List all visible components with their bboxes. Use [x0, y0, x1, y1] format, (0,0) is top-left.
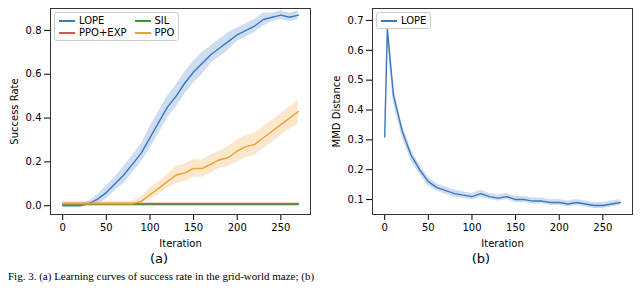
svg-text:100: 100 — [462, 222, 481, 233]
html-text:LOPE: LOPE — [79, 15, 105, 26]
svg-text:250: 250 — [593, 222, 612, 233]
html-text:(a): (a) — [149, 251, 169, 266]
svg-text:0.6: 0.6 — [348, 44, 364, 55]
svg-text:0: 0 — [382, 222, 388, 233]
svg-text:MMD Distance: MMD Distance — [331, 76, 342, 148]
svg-text:0.5: 0.5 — [348, 74, 364, 85]
svg-text:0.6: 0.6 — [26, 68, 42, 79]
svg-text:250: 250 — [271, 222, 290, 233]
svg-text:0.7: 0.7 — [348, 15, 364, 26]
svg-text:50: 50 — [422, 222, 435, 233]
svg-text:200: 200 — [228, 222, 247, 233]
svg-text:0: 0 — [60, 222, 66, 233]
svg-text:200: 200 — [550, 222, 569, 233]
svg-text:Iteration: Iteration — [481, 238, 523, 249]
svg-text:0.0: 0.0 — [26, 200, 42, 211]
html-text:SIL: SIL — [154, 15, 170, 26]
svg-text:100: 100 — [140, 222, 159, 233]
svg-text:50: 50 — [100, 222, 113, 233]
svg-text:0.2: 0.2 — [348, 164, 364, 175]
svg-text:Success Rate: Success Rate — [9, 78, 20, 144]
html-text:PPO+EXP: PPO+EXP — [79, 27, 127, 38]
svg-text:150: 150 — [184, 222, 203, 233]
svg-text:0.3: 0.3 — [348, 134, 364, 145]
svg-text:0.8: 0.8 — [26, 25, 42, 36]
svg-text:Iteration: Iteration — [159, 238, 201, 249]
html-text:(b): (b) — [471, 251, 491, 266]
svg-text:0.2: 0.2 — [26, 156, 42, 167]
html-text:Fig. 3. (a) Learning curves of: Fig. 3. (a) Learning curves of success r… — [8, 270, 315, 282]
html-text:PPO: PPO — [154, 27, 175, 38]
svg-text:150: 150 — [506, 222, 525, 233]
svg-text:0.1: 0.1 — [348, 194, 364, 205]
html-text:LOPE: LOPE — [401, 15, 427, 26]
svg-text:0.4: 0.4 — [26, 112, 42, 123]
svg-text:0.4: 0.4 — [348, 104, 364, 115]
